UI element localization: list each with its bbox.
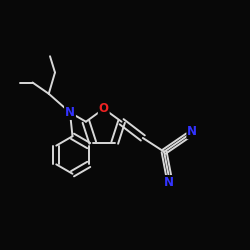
Text: O: O — [99, 102, 109, 115]
Text: N: N — [164, 176, 174, 189]
Text: N: N — [65, 106, 75, 119]
Text: N: N — [187, 125, 197, 138]
